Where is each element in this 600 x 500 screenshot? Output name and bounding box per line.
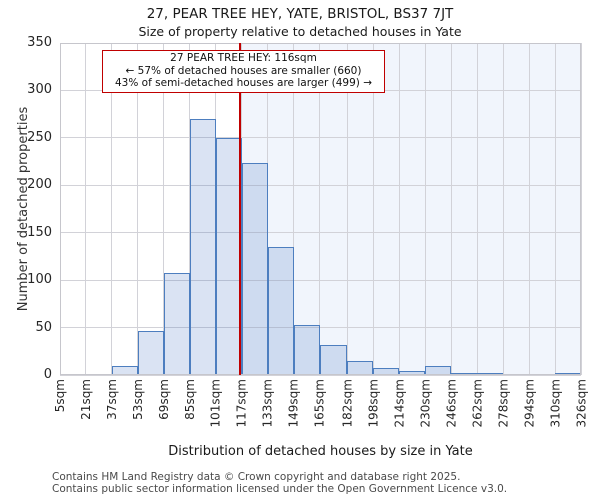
x-tick-label: 214sqm [392, 379, 407, 428]
gridline-vertical [502, 43, 504, 375]
y-tick-label: 50 [35, 319, 52, 335]
y-tick-label: 250 [27, 129, 52, 145]
x-tick-label: 69sqm [156, 379, 171, 420]
gridline-vertical [580, 43, 582, 375]
x-tick-label: 85sqm [182, 379, 197, 420]
y-tick-label: 0 [43, 367, 52, 382]
gridline-vertical [319, 43, 321, 375]
x-tick-label: 149sqm [286, 379, 301, 428]
page-title: 27, PEAR TREE HEY, YATE, BRISTOL, BS37 7… [146, 6, 454, 22]
histogram-bar [267, 246, 294, 375]
footer-line-2: Contains public sector information licen… [52, 483, 508, 495]
x-tick-label: 294sqm [522, 379, 537, 428]
x-tick-label: 246sqm [444, 379, 459, 428]
annotation-line-1: 27 PEAR TREE HEY: 116sqm [170, 52, 317, 64]
footer: Contains HM Land Registry data © Crown c… [52, 471, 507, 495]
footer-line-1: Contains HM Land Registry data © Crown c… [52, 471, 461, 483]
x-tick-label: 101sqm [208, 379, 223, 428]
annotation-line-2: ← 57% of detached houses are smaller (66… [125, 64, 362, 77]
gridline-vertical [111, 43, 113, 375]
gridline-vertical [85, 43, 87, 375]
gridline-vertical [398, 43, 400, 375]
gridline-horizontal [60, 137, 581, 139]
gridline-horizontal [60, 184, 581, 186]
histogram-bar [189, 118, 216, 375]
x-tick-label: 310sqm [548, 379, 563, 428]
gridline-vertical [267, 43, 269, 375]
x-tick-label: 182sqm [340, 379, 355, 428]
page-subtitle: Size of property relative to detached ho… [138, 24, 462, 39]
x-tick-label: 117sqm [234, 379, 249, 428]
x-tick-label: 262sqm [470, 379, 485, 428]
x-tick-label: 37sqm [104, 379, 119, 420]
histogram-bar [215, 137, 242, 375]
annotation-box: 27 PEAR TREE HEY: 116sqm ← 57% of detach… [102, 50, 385, 93]
gridline-vertical [163, 43, 165, 375]
x-axis-label: Distribution of detached houses by size … [168, 444, 473, 459]
gridline-vertical [424, 43, 426, 375]
x-tick-label: 53sqm [130, 379, 145, 420]
histogram-bar [163, 272, 190, 375]
gridline-horizontal [60, 279, 581, 281]
y-tick-label: 350 [27, 35, 52, 50]
gridline-horizontal [60, 232, 581, 234]
y-tick-label: 150 [27, 224, 52, 240]
gridline-vertical [450, 43, 452, 375]
shaded-region [240, 43, 581, 375]
x-tick-label: 133sqm [260, 379, 275, 428]
gridline-vertical [137, 43, 139, 375]
x-tick-label: 326sqm [574, 379, 588, 428]
x-tick-label: 198sqm [366, 379, 381, 428]
x-tick-label: 230sqm [418, 379, 433, 428]
x-tick-label: 278sqm [496, 379, 511, 428]
histogram-bar [293, 324, 320, 375]
x-tick-label: 21sqm [78, 379, 93, 420]
gridline-horizontal [60, 374, 581, 376]
plot-border [60, 43, 581, 375]
gridline-vertical [476, 43, 478, 375]
gridline-vertical [372, 43, 374, 375]
x-tick-label: 5sqm [53, 379, 67, 413]
x-tick-label: 165sqm [312, 379, 327, 428]
y-tick-label: 100 [27, 272, 52, 288]
gridline-horizontal [60, 327, 581, 329]
gridline-vertical [528, 43, 530, 375]
annotation-line-3: 43% of semi-detached houses are larger (… [115, 77, 372, 89]
gridline-vertical [554, 43, 556, 375]
y-tick-label: 300 [27, 82, 52, 98]
y-tick-label: 200 [27, 177, 52, 193]
gridline-vertical [346, 43, 348, 375]
marker-line [239, 43, 242, 375]
gridline-vertical [293, 43, 295, 375]
